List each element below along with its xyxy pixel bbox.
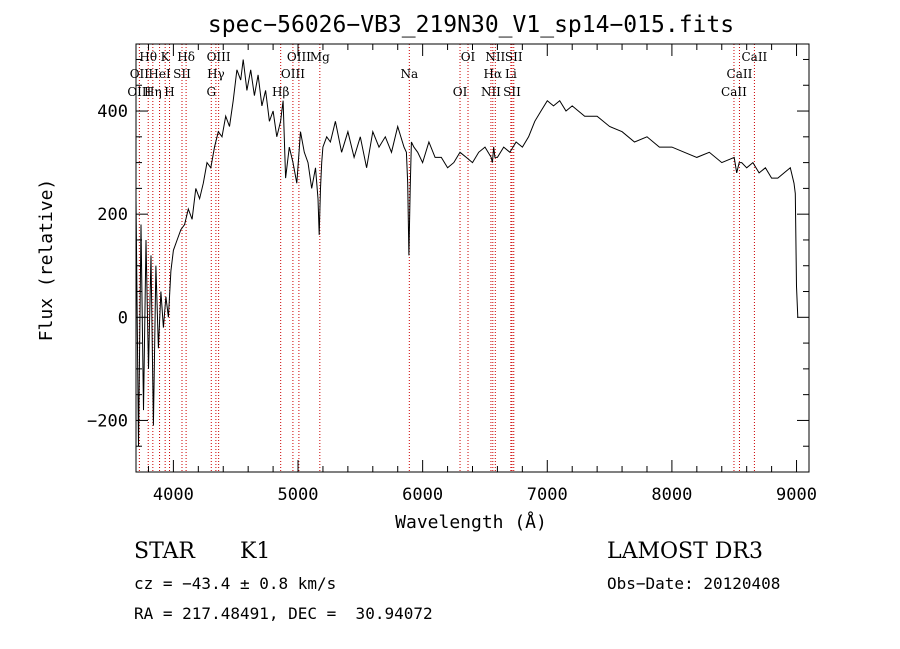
x-tick-label: 8000 <box>651 485 692 505</box>
spectral-line-label: NII <box>481 85 501 99</box>
spectral-line-label: Hβ <box>272 85 289 99</box>
plot-frame <box>135 43 810 473</box>
y-axis-label: Flux (relative) <box>36 179 57 342</box>
spectral-line-label: Hη <box>144 85 162 99</box>
spectral-line-label: Mg <box>310 50 330 64</box>
spectral-line-label: CaII <box>727 67 753 81</box>
x-tick-label: 6000 <box>402 485 443 505</box>
spectrum-line <box>135 59 799 447</box>
spectral-line-label: Hδ <box>177 50 195 64</box>
spectral-line-label: OIII <box>281 67 305 81</box>
spectral-line-label: SII <box>173 67 191 81</box>
spectral-line-label: Li <box>505 67 517 81</box>
spectral-line-label: CaII <box>721 85 747 99</box>
spectral-line-label: OII <box>130 67 150 81</box>
y-tick-label: 400 <box>97 102 128 122</box>
spectral-line-label: K <box>161 50 171 64</box>
spectral-line-label: HeI <box>148 67 171 81</box>
x-tick-label: 7000 <box>527 485 568 505</box>
observation-date: Obs−Date: 20120408 <box>607 574 781 593</box>
y-tick-label: 0 <box>118 308 128 328</box>
spectral-line-label: Hγ <box>207 67 225 81</box>
chart-title: spec−56026−VB3_219N30_V1_sp14−015.fits <box>208 12 734 38</box>
spectral-line-label: OI <box>453 85 468 99</box>
spectral-line-label: Na <box>400 67 418 81</box>
survey-name: LAMOST DR3 <box>607 539 763 564</box>
spectral-line-label: G <box>206 85 216 99</box>
spectral-line-label: Hθ <box>139 50 157 64</box>
x-tick-label: 5000 <box>278 485 319 505</box>
spectral-line-label: Hα <box>484 67 503 81</box>
y-tick-label: 200 <box>97 205 128 225</box>
object-subclass: K1 <box>240 539 271 564</box>
axis-ticks: 4000 5000 6000 7000 8000 9000 −200 0 200 400 <box>87 44 817 505</box>
spectral-line-label: OI <box>461 50 476 64</box>
spectral-line-label: OIII <box>127 85 151 99</box>
spectral-line-label: OIII <box>207 50 231 64</box>
spectral-line-label: CaII <box>741 50 767 64</box>
spectral-line-label: SII <box>503 85 521 99</box>
x-tick-label: 9000 <box>776 485 817 505</box>
spectral-line-label: NII <box>485 50 505 64</box>
redshift-velocity: cz = −43.4 ± 0.8 km/s <box>134 574 337 593</box>
line-markers: Hθ OII OIII K HeI Hη Hδ SII H OIII Hγ G OIII OIII Hβ Mg… <box>127 44 768 472</box>
object-class: STAR <box>134 539 195 564</box>
sky-coordinates: RA = 217.48491, DEC = 30.94072 <box>134 604 433 623</box>
spectral-line-label: H <box>164 85 174 99</box>
spectral-line-label: OIII <box>287 50 311 64</box>
spectral-line-label: SII <box>505 50 523 64</box>
x-tick-label: 4000 <box>153 485 194 505</box>
y-tick-label: −200 <box>87 411 128 431</box>
x-axis-label: Wavelength (Å) <box>395 511 547 533</box>
